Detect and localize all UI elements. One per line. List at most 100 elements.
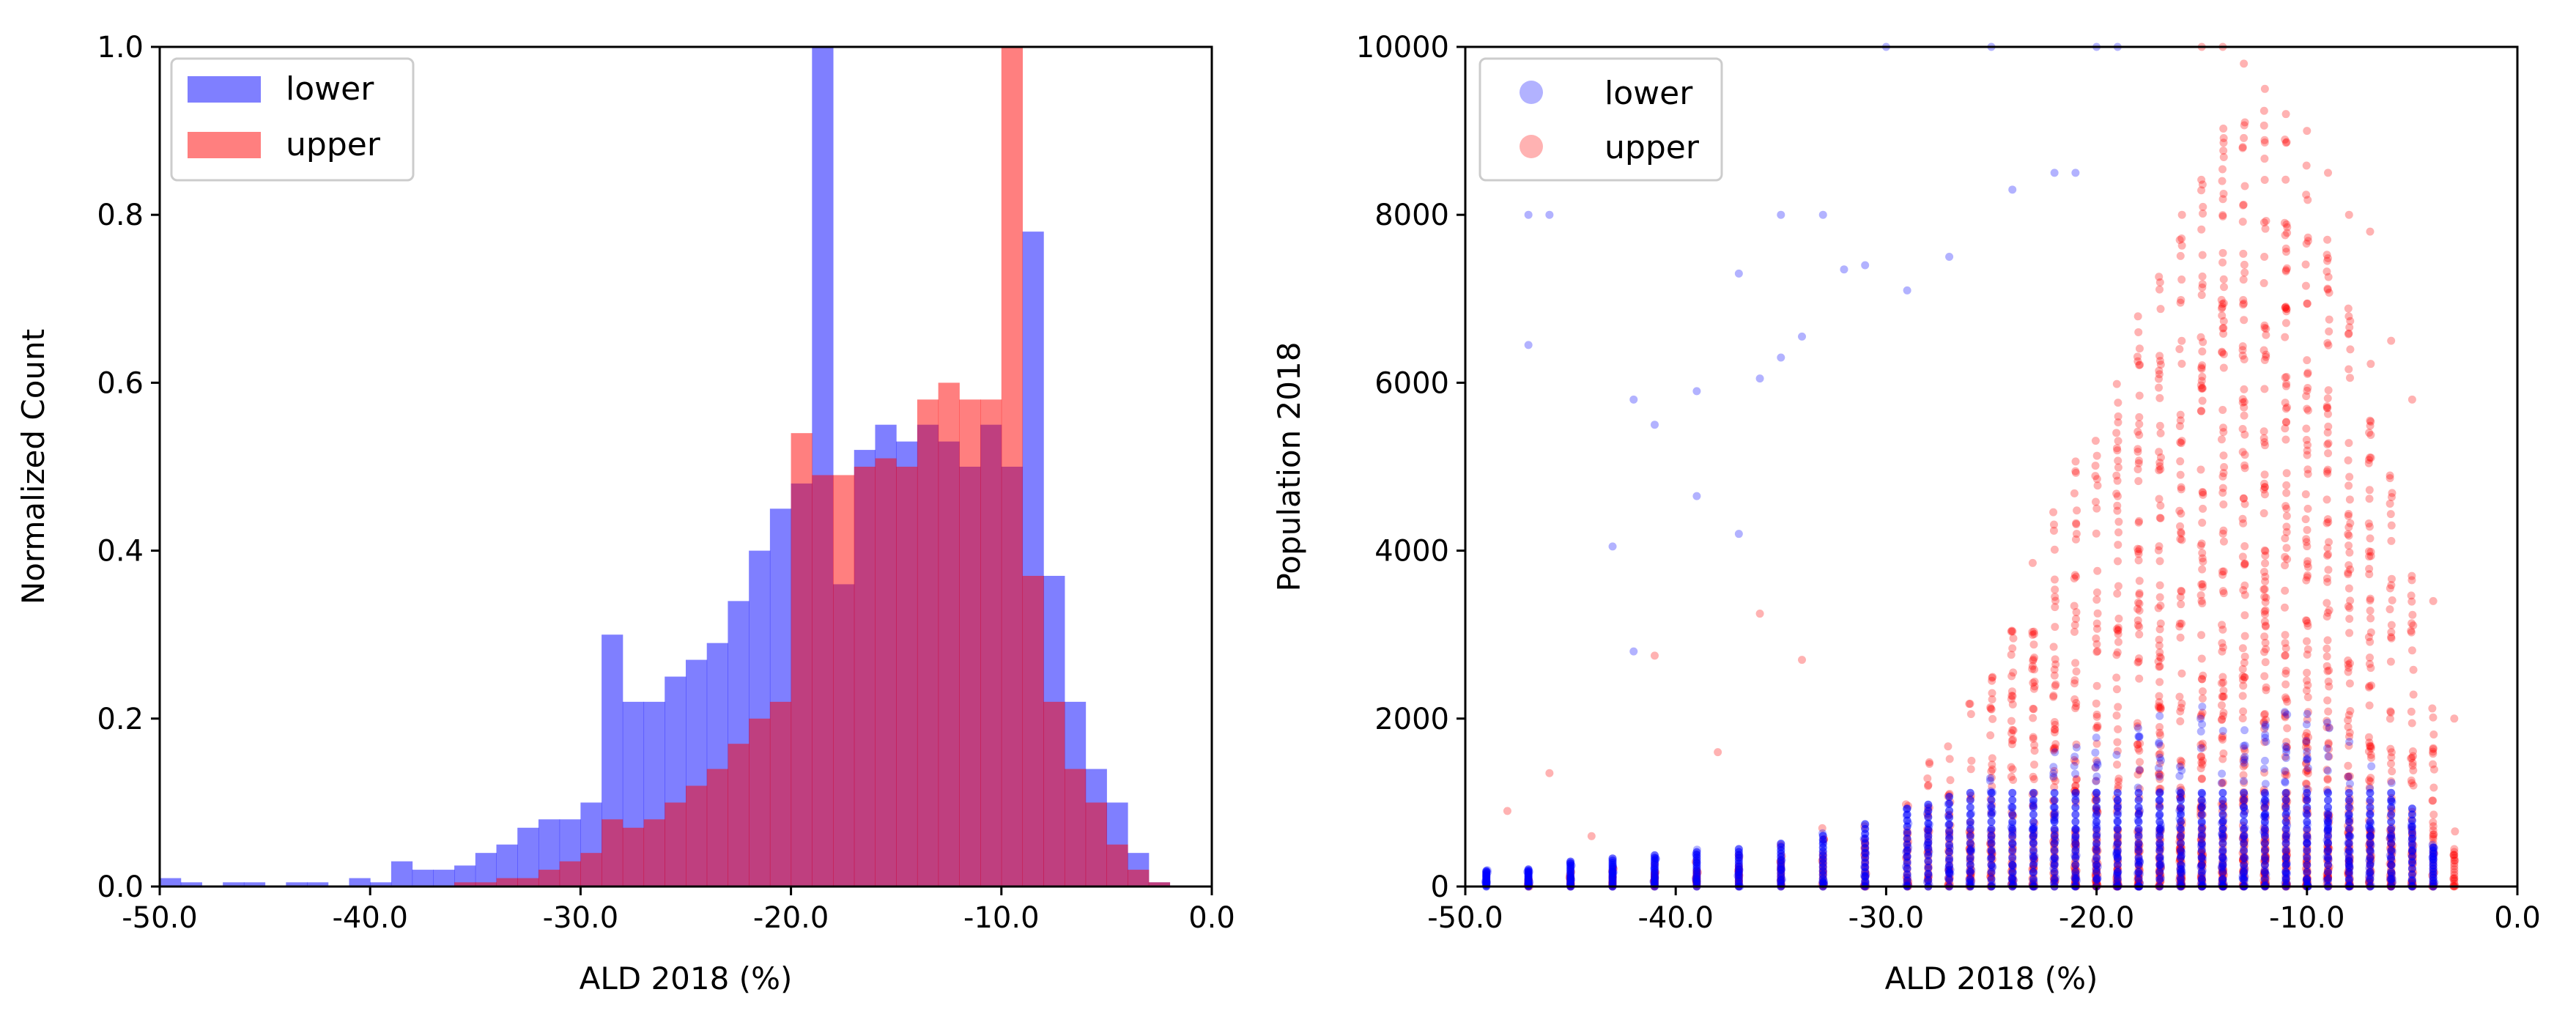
scatter-point-upper <box>2114 517 2123 526</box>
scatter-point-lower <box>1903 858 1911 867</box>
scatter-point-lower <box>2134 861 2143 870</box>
scatter-point-upper <box>2093 609 2102 618</box>
scatter-point-lower <box>2197 867 2206 876</box>
scatter-point-upper <box>2238 552 2247 561</box>
scatter-point-upper <box>2176 416 2185 425</box>
scatter-point-upper <box>2260 155 2269 163</box>
scatter-point-lower <box>2071 810 2080 819</box>
scatter-point-upper <box>2240 461 2249 470</box>
scatter-point-lower <box>2008 832 2017 840</box>
scatter-point-upper <box>2323 394 2332 403</box>
scatter-point-upper <box>2007 692 2016 700</box>
scatter-point-lower <box>2281 846 2290 855</box>
scatter-point-lower <box>2260 854 2269 862</box>
scatter-point-upper <box>2218 639 2227 648</box>
scatter-point-upper <box>2259 711 2268 719</box>
scatter-point-upper <box>2112 444 2121 453</box>
histogram-legend-label-upper: upper <box>286 126 381 163</box>
scatter-point-upper <box>2345 629 2354 637</box>
scatter-point-upper <box>2366 454 2375 462</box>
scatter-point-upper <box>2260 768 2269 777</box>
scatter-point-lower <box>2134 875 2143 884</box>
histogram-y-tick-label: 1.0 <box>97 31 144 64</box>
scatter-point-upper <box>2282 380 2291 388</box>
scatter-point-upper <box>2217 295 2226 304</box>
scatter-point-lower <box>2260 839 2269 848</box>
scatter-point-lower <box>2218 818 2227 826</box>
scatter-point-upper <box>2302 738 2311 747</box>
scatter-point-upper <box>2219 692 2228 701</box>
scatter-point-lower <box>1608 542 1617 551</box>
scatter-point-lower <box>2050 803 2059 812</box>
scatter-point-lower <box>2366 818 2375 826</box>
scatter-point-upper <box>2135 674 2144 683</box>
scatter-point-upper <box>2135 420 2144 429</box>
scatter-point-upper <box>2388 596 2397 604</box>
scatter-point-lower <box>2197 832 2206 840</box>
scatter-point-upper <box>2282 743 2291 752</box>
scatter-point-upper <box>2408 610 2417 619</box>
scatter-point-upper <box>2302 538 2311 547</box>
histogram-bar-lower <box>286 882 308 887</box>
scatter-point-lower <box>2324 796 2333 804</box>
scatter-point-upper <box>2176 410 2185 419</box>
scatter-point-upper <box>2303 715 2312 724</box>
histogram-x-ticks: -50.0 -40.0 -30.0 -20.0 -10.0 0.0 <box>122 887 1235 935</box>
scatter-point-upper <box>2009 634 2018 643</box>
scatter-point-lower <box>2260 861 2269 870</box>
scatter-point-lower <box>2302 720 2311 729</box>
scatter-point-upper <box>2070 574 2079 583</box>
scatter-point-upper <box>2259 427 2268 436</box>
scatter-point-upper <box>2282 372 2291 381</box>
scatter-point-lower <box>2324 846 2333 855</box>
scatter-point-upper <box>2324 538 2333 547</box>
scatter-point-upper <box>2407 619 2416 628</box>
scatter-point-upper <box>2324 518 2333 527</box>
scatter-point-lower <box>1987 803 1996 812</box>
scatter-point-upper <box>2198 396 2207 405</box>
scatter-point-lower <box>2260 824 2269 833</box>
scatter-point-upper <box>2218 567 2227 576</box>
scatter-point-lower <box>2344 832 2353 840</box>
scatter-point-upper <box>2218 733 2227 742</box>
scatter-point-upper <box>2155 635 2164 644</box>
histogram-bar-upper <box>854 467 876 887</box>
scatter-point-lower <box>2303 710 2312 719</box>
histogram-bar-upper <box>1022 575 1044 887</box>
scatter-point-upper <box>2386 499 2394 508</box>
scatter-point-upper <box>2346 519 2355 528</box>
scatter-point-lower <box>2071 169 2080 177</box>
scatter-point-upper <box>2197 384 2206 393</box>
scatter-point-lower <box>2218 727 2227 736</box>
scatter-point-upper <box>2262 350 2270 359</box>
scatter-point-upper <box>2175 345 2184 354</box>
histogram-bar-lower <box>370 882 392 887</box>
scatter-point-upper <box>2154 604 2163 613</box>
scatter-point-lower <box>2218 867 2227 876</box>
scatter-point-upper <box>2071 468 2080 477</box>
scatter-point-lower <box>2008 810 2017 819</box>
scatter-point-lower <box>1945 820 1954 829</box>
scatter-point-upper <box>2344 741 2353 750</box>
scatter-point-lower <box>2155 818 2164 826</box>
scatter-point-lower <box>1966 861 1974 870</box>
scatter-point-upper <box>2028 662 2037 670</box>
scatter-point-lower <box>2198 702 2207 711</box>
scatter-point-upper <box>2429 730 2438 739</box>
scatter-point-upper <box>2282 307 2291 316</box>
scatter-point-lower <box>2239 741 2248 750</box>
scatter-point-lower <box>2050 788 2059 797</box>
scatter-point-upper <box>2051 720 2059 729</box>
scatter-point-upper <box>2301 767 2310 776</box>
scatter-point-upper <box>2259 346 2268 355</box>
scatter-point-upper <box>2303 127 2312 136</box>
scatter-point-upper <box>2134 744 2143 753</box>
scatter-point-lower <box>2282 748 2291 757</box>
scatter-point-upper <box>2133 544 2142 553</box>
scatter-point-upper <box>2155 458 2164 467</box>
scatter-point-upper <box>2112 711 2121 720</box>
scatter-point-lower <box>2387 803 2396 812</box>
scatter-point-upper <box>2009 726 2018 735</box>
scatter-point-upper <box>2220 463 2229 472</box>
scatter-point-upper <box>2218 711 2227 720</box>
